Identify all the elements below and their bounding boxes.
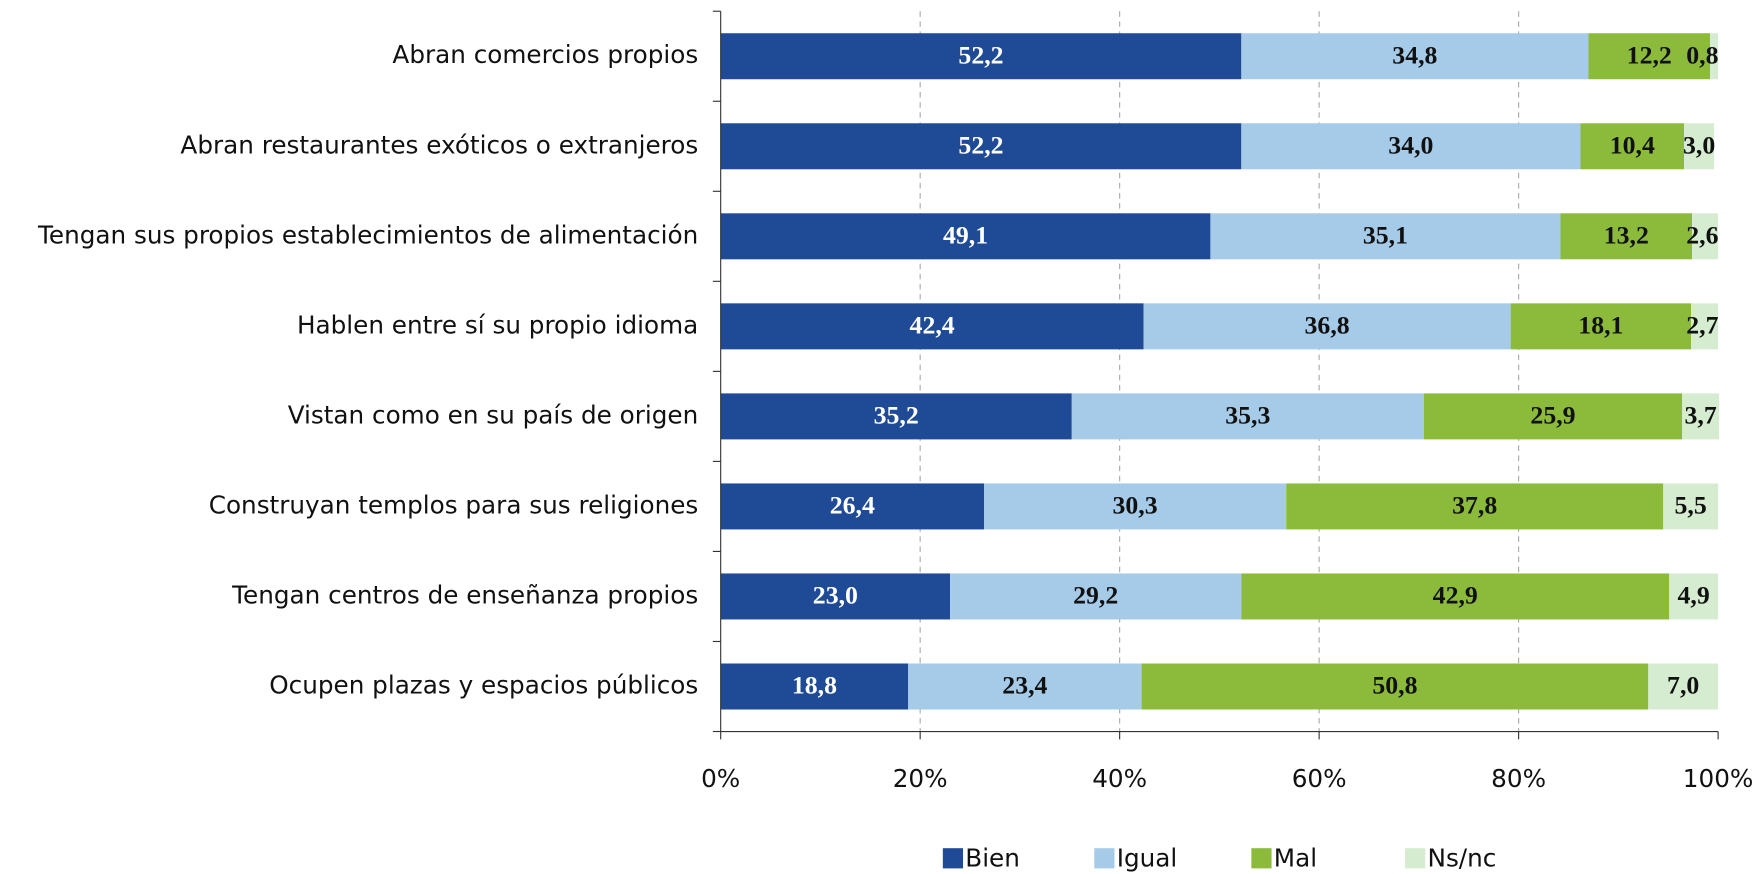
x-tick-label: 100% <box>1683 764 1754 793</box>
bar-segment <box>1143 303 1511 350</box>
bar-segment <box>1710 33 1719 80</box>
value-label: 35,3 <box>1225 400 1270 429</box>
value-label: 52,2 <box>958 40 1003 69</box>
category-label: Abran restaurantes exóticos o extranjero… <box>180 130 698 159</box>
bar-segment <box>1241 33 1589 80</box>
bar-segment <box>1210 213 1561 260</box>
value-label: 35,1 <box>1363 220 1408 249</box>
legend-swatch <box>1405 848 1426 869</box>
bar-segment <box>1071 393 1424 440</box>
bar-segment <box>720 123 1242 170</box>
value-label: 3,0 <box>1683 130 1715 159</box>
value-label: 10,4 <box>1610 130 1655 159</box>
bar-segment <box>1241 573 1670 620</box>
bar-segment <box>1560 213 1693 260</box>
category-label: Vistan como en su país de origen <box>288 400 699 429</box>
bar-segment <box>1691 303 1719 350</box>
value-label: 42,9 <box>1433 581 1478 610</box>
value-label: 49,1 <box>943 220 988 249</box>
bar-segment <box>1648 663 1719 710</box>
legend-swatch <box>942 848 964 869</box>
bar-segment <box>1580 123 1685 170</box>
bar-segment <box>950 573 1242 620</box>
value-label: 0,8 <box>1686 40 1718 69</box>
value-label: 23,0 <box>813 581 858 610</box>
bar-segment <box>1588 33 1711 80</box>
bar-segment <box>1286 483 1664 530</box>
bar-segment <box>720 33 1242 80</box>
value-label: 2,6 <box>1686 220 1718 249</box>
category-label: Hablen entre sí su propio idioma <box>297 310 698 339</box>
x-tick-label: 0% <box>701 764 740 793</box>
legend-swatch <box>1251 848 1272 869</box>
bar-segment <box>1692 213 1719 260</box>
value-label: 7,0 <box>1667 671 1699 700</box>
bar-segment <box>720 483 985 530</box>
value-label: 2,7 <box>1686 310 1718 339</box>
value-label: 25,9 <box>1530 400 1575 429</box>
category-label: Tengan sus propios establecimientos de a… <box>37 220 698 249</box>
value-label: 12,2 <box>1627 40 1672 69</box>
value-label: 34,0 <box>1388 130 1433 159</box>
bar-segment <box>1423 393 1683 440</box>
bar-segment <box>984 483 1287 530</box>
value-label: 37,8 <box>1452 490 1497 519</box>
bar-segment <box>908 663 1142 710</box>
legend-label: Bien <box>965 843 1020 872</box>
value-label: 23,4 <box>1002 671 1047 700</box>
legend-label: Ns/nc <box>1428 843 1497 872</box>
bar-segment <box>1682 393 1720 440</box>
x-tick-label: 60% <box>1292 764 1347 793</box>
value-label: 30,3 <box>1113 490 1158 519</box>
category-label: Construyan templos para sus religiones <box>209 490 699 519</box>
x-tick-label: 80% <box>1491 764 1546 793</box>
bar-segment <box>1684 123 1715 170</box>
value-label: 29,2 <box>1073 581 1118 610</box>
value-label: 50,8 <box>1372 671 1417 700</box>
value-label: 36,8 <box>1305 310 1350 339</box>
bar-segment <box>720 303 1144 350</box>
category-label: Abran comercios propios <box>392 40 698 69</box>
bar-segment <box>720 393 1072 440</box>
value-label: 34,8 <box>1392 40 1437 69</box>
legend-swatch <box>1094 848 1115 869</box>
value-label: 18,1 <box>1578 310 1623 339</box>
bar-segment <box>1510 303 1692 350</box>
value-label: 42,4 <box>910 310 955 339</box>
value-label: 5,5 <box>1675 490 1707 519</box>
legend-label: Mal <box>1274 843 1317 872</box>
bar-segment <box>720 663 909 710</box>
legend-label: Igual <box>1117 843 1178 872</box>
bar-segment <box>1141 663 1649 710</box>
category-label: Tengan centros de enseñanza propios <box>231 580 698 609</box>
value-label: 35,2 <box>874 400 919 429</box>
x-tick-label: 40% <box>1092 764 1147 793</box>
value-label: 18,8 <box>792 671 837 700</box>
value-label: 13,2 <box>1604 220 1649 249</box>
value-label: 3,7 <box>1685 400 1717 429</box>
category-label: Ocupen plazas y espacios públicos <box>269 670 698 699</box>
bar-segment <box>1241 123 1581 170</box>
value-label: 26,4 <box>830 490 875 519</box>
bar-segment <box>1663 483 1719 530</box>
bar-segment <box>720 213 1211 260</box>
value-label: 4,9 <box>1678 581 1710 610</box>
value-label: 52,2 <box>958 130 1003 159</box>
bar-segment <box>1669 573 1719 620</box>
x-tick-label: 20% <box>893 764 948 793</box>
bar-segment <box>720 573 951 620</box>
